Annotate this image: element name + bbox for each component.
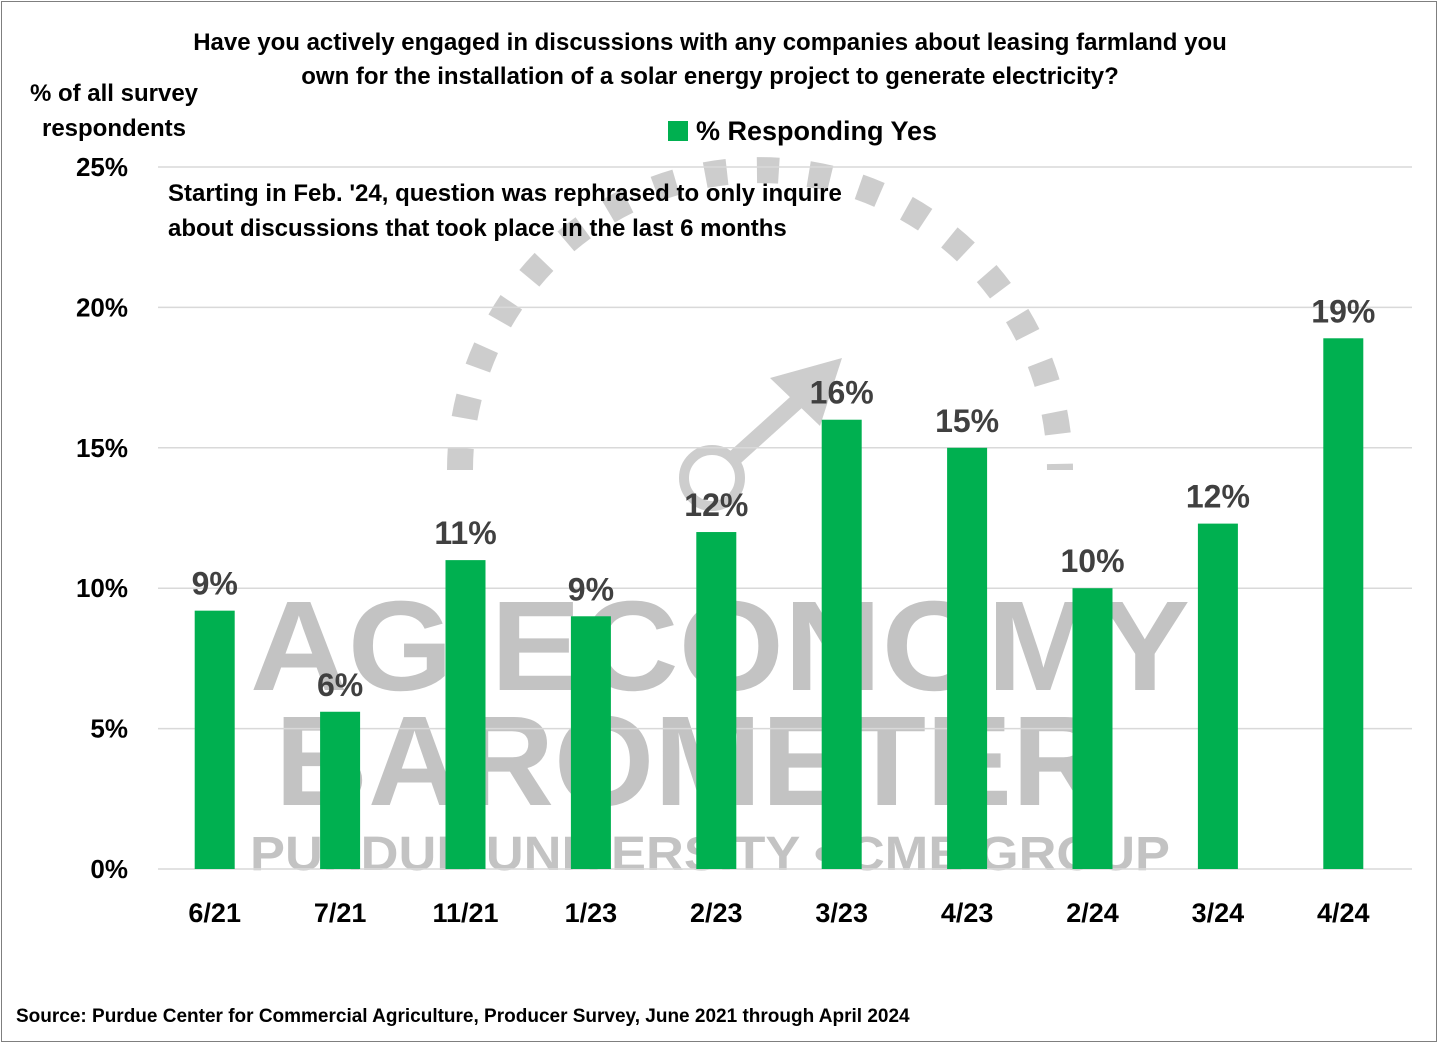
chart-annotation: Starting in Feb. '24, question was rephr…: [168, 176, 842, 246]
data-label: 16%: [810, 375, 874, 411]
x-tick-label: 7/21: [314, 898, 367, 928]
data-label: 12%: [684, 487, 748, 523]
data-label: 9%: [568, 571, 614, 607]
x-tick-label: 2/23: [690, 898, 743, 928]
bar: [696, 532, 737, 869]
x-tick-label: 4/23: [941, 898, 994, 928]
x-tick-label: 3/24: [1192, 898, 1245, 928]
bar: [821, 419, 862, 869]
data-label: 9%: [192, 566, 238, 602]
y-axis-ticks: 0% 5% 10% 15% 20% 25%: [76, 152, 128, 884]
x-tick-label: 11/21: [432, 898, 498, 928]
bar: [947, 447, 988, 869]
annotation-line-2: about discussions that took place in the…: [168, 215, 787, 242]
y-tick-label: 10%: [76, 573, 128, 603]
y-axis-label: % of all survey respondents: [29, 80, 199, 142]
bar: [570, 616, 611, 869]
bar: [445, 560, 486, 869]
data-label: 11%: [434, 515, 496, 551]
watermark-gauge-arrowhead: [770, 358, 842, 426]
data-labels: 9% 6% 11% 9% 12% 16% 15% 10% 12% 19%: [192, 293, 1376, 702]
annotation-line-1: Starting in Feb. '24, question was rephr…: [168, 180, 842, 207]
bar: [1323, 338, 1364, 870]
bar: [320, 711, 361, 869]
source-note: Source: Purdue Center for Commercial Agr…: [16, 1006, 910, 1027]
data-label: 12%: [1186, 479, 1250, 515]
x-tick-label: 3/23: [815, 898, 868, 928]
x-axis-ticks: 6/21 7/21 11/21 1/23 2/23 3/23 4/23 2/24 3/24 4/2…: [188, 898, 1369, 928]
data-label: 19%: [1311, 293, 1375, 329]
bars: [194, 338, 1364, 870]
y-tick-label: 5%: [90, 714, 128, 744]
data-label: 6%: [317, 667, 363, 703]
y-tick-label: 25%: [76, 152, 128, 182]
x-tick-label: 6/21: [188, 898, 241, 928]
x-tick-label: 1/23: [565, 898, 618, 928]
y-tick-label: 15%: [76, 433, 128, 463]
y-tick-label: 0%: [90, 854, 128, 884]
x-tick-label: 2/24: [1066, 898, 1119, 928]
chart-title: Have you actively engaged in discussions…: [193, 29, 1227, 90]
legend: % Responding Yes: [668, 114, 937, 148]
data-label: 10%: [1060, 543, 1124, 579]
bar: [194, 610, 235, 869]
x-tick-label: 4/24: [1317, 898, 1370, 928]
bar: [1197, 523, 1238, 869]
watermark-gauge-arc: [447, 157, 1073, 471]
data-label: 15%: [935, 403, 999, 439]
watermark-gauge-hub: [679, 445, 745, 511]
y-tick-label: 20%: [76, 292, 128, 322]
legend-label: % Responding Yes: [696, 116, 938, 146]
legend-swatch: [668, 121, 688, 141]
bar: [1072, 588, 1113, 869]
